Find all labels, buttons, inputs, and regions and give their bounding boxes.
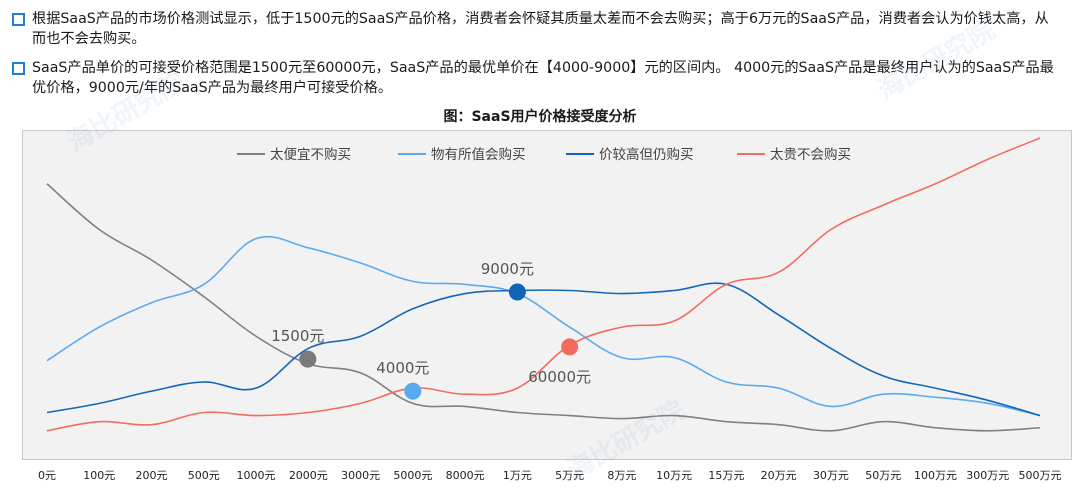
annotation-label-1: 1500元 (271, 327, 324, 345)
x-tick-label: 1000元 (237, 469, 276, 482)
legend-label-4: 太贵不会购买 (770, 147, 851, 163)
x-tick-label: 100万元 (914, 469, 957, 482)
x-tick-label: 500元 (188, 469, 220, 482)
x-tick-label: 8万元 (607, 469, 636, 482)
legend-label-3: 价较高但仍购买 (599, 146, 694, 163)
bullet-2-text: SaaS产品单价的可接受价格范围是1500元至60000元，SaaS产品的最优单… (32, 60, 1054, 96)
x-tick-label: 1万元 (503, 469, 532, 482)
series-line-1 (46, 183, 1041, 432)
annotation-label-3: 9000元 (481, 260, 534, 278)
bullet-1: 根据SaaS产品的市场价格测试显示，低于1500元的SaaS产品价格，消费者会怀… (12, 9, 1062, 49)
annotation-label-2: 4000元 (376, 359, 429, 377)
plot-area (22, 130, 1072, 460)
x-tick-label: 0元 (38, 469, 56, 482)
annotation-marker-2 (404, 382, 422, 400)
x-tick-label: 500万元 (1019, 469, 1062, 482)
x-tick-label: 300万元 (966, 469, 1009, 482)
legend: 太便宜不购买 物有所值会购买 价较高但仍购买 太贵不会购买 (237, 146, 851, 163)
x-axis: 0元 100元 200元 500元 1000元 2000元 3000元 5000元 8000元 1… (38, 469, 1062, 482)
annotation-label-4: 60000元 (528, 368, 591, 386)
x-tick-label: 5000元 (393, 469, 432, 482)
series-lines (46, 137, 1041, 432)
series-line-4 (46, 137, 1041, 432)
annotation-marker-3 (508, 283, 526, 301)
annotation-marker-1 (299, 350, 317, 368)
x-tick-label: 8000元 (446, 469, 485, 482)
chart-title: 图：SaaS用户价格接受度分析 (443, 109, 637, 125)
annotations: 1500元 4000元 9000元 60000元 (271, 260, 591, 400)
x-tick-label: 200元 (136, 469, 168, 482)
series-line-2 (46, 235, 1041, 417)
annotation-marker-4 (561, 338, 579, 356)
x-tick-label: 50万元 (865, 469, 901, 482)
x-tick-label: 20万元 (761, 469, 797, 482)
x-tick-label: 2000元 (289, 469, 328, 482)
x-tick-label: 10万元 (656, 469, 692, 482)
legend-label-2: 物有所值会购买 (431, 147, 526, 163)
x-tick-label: 5万元 (555, 469, 584, 482)
x-tick-label: 100元 (83, 469, 115, 482)
bullet-2: SaaS产品单价的可接受价格范围是1500元至60000元，SaaS产品的最优单… (12, 58, 1062, 98)
x-tick-label: 15万元 (708, 469, 744, 482)
x-tick-label: 3000元 (341, 469, 380, 482)
legend-label-1: 太便宜不购买 (270, 147, 351, 163)
bullet-square-icon (12, 13, 25, 26)
x-tick-label: 30万元 (813, 469, 849, 482)
bullet-1-text: 根据SaaS产品的市场价格测试显示，低于1500元的SaaS产品价格，消费者会怀… (32, 11, 1049, 47)
bullet-square-icon (12, 62, 25, 75)
series-line-3 (46, 282, 1041, 417)
